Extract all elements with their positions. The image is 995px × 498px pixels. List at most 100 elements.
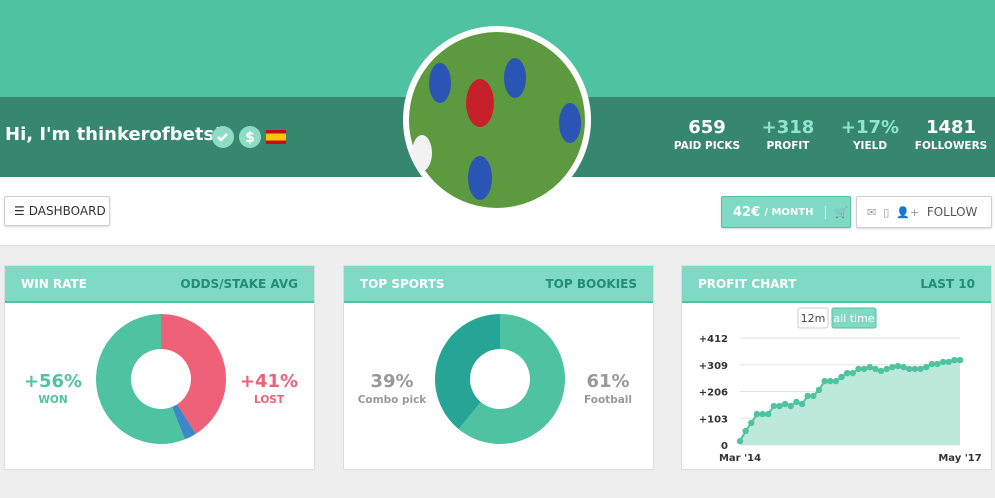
range-button-label: all time [833, 312, 874, 325]
point [821, 377, 828, 385]
point [849, 369, 857, 377]
point [911, 365, 919, 373]
point [917, 365, 924, 373]
card-title: WIN RATE [21, 276, 87, 291]
point [770, 402, 778, 410]
point [759, 410, 766, 418]
donut-segment [161, 314, 226, 434]
svg-text:$: $ [245, 130, 255, 146]
stat-label: FOLLOWERS [914, 140, 988, 152]
point [810, 392, 817, 400]
point [843, 369, 851, 377]
card-title: TOP SPORTS [360, 276, 445, 291]
stat: +318 PROFIT [743, 118, 833, 154]
range-button-label: 12m [801, 312, 826, 325]
point [832, 377, 840, 385]
donut-name-label: WON [38, 394, 67, 406]
point [934, 360, 941, 368]
card-link[interactable]: LAST 10 [920, 276, 975, 291]
point [906, 365, 913, 373]
point [860, 365, 868, 373]
card: WIN RATE ODDS/STAKE AVG +41% LOST +56% WON [4, 265, 315, 470]
donut-value-label: +41% [240, 371, 298, 392]
point [900, 363, 907, 371]
stat-value: +318 [761, 117, 815, 138]
point [765, 410, 772, 418]
point [939, 358, 947, 366]
avatar [403, 26, 591, 214]
point [872, 365, 879, 373]
point [894, 362, 902, 370]
point [838, 373, 845, 381]
point [793, 398, 800, 406]
card-link[interactable]: TOP BOOKIES [545, 276, 637, 291]
point [815, 386, 823, 394]
y-tick-label: +412 [699, 334, 728, 345]
donut-name-label: Combo pick [358, 394, 428, 406]
stat: 659 PAID PICKS [662, 118, 752, 154]
period: / MONTH [764, 206, 814, 218]
point [798, 400, 806, 408]
card-chart: +41% LOST +56% WON [24, 314, 298, 444]
point [781, 400, 789, 408]
point [776, 402, 783, 410]
y-tick-label: +309 [699, 361, 728, 372]
stat-value: +17% [840, 117, 900, 138]
x-tick-label: May '17 [938, 453, 981, 464]
stat: +17% YIELD [825, 118, 915, 154]
point [804, 392, 811, 400]
point [889, 363, 896, 371]
point [877, 367, 885, 375]
donut-segment [95, 314, 185, 444]
donut-segment [172, 404, 196, 440]
dashboard-button[interactable]: ☰ DASHBOARD [4, 196, 110, 226]
y-tick-label: 0 [721, 441, 728, 452]
point [922, 363, 930, 371]
stat: 1481 FOLLOWERS [906, 118, 995, 154]
card-chart: 12m all time 0 +103 +206 +309 +412 Mar '14 May '… [699, 307, 982, 464]
card: PROFIT CHART LAST 10 12m all time 0 +103 +206 +… [681, 265, 992, 470]
donut-name-label: Football [584, 394, 632, 406]
point [787, 402, 794, 410]
point [742, 427, 749, 435]
point [866, 363, 873, 371]
stat-label: PROFIT [766, 140, 810, 152]
donut-value-label: 39% [370, 371, 413, 392]
donut-value-label: +56% [24, 371, 82, 392]
card: TOP SPORTS TOP BOOKIES 61% Football 39% Combo… [343, 265, 654, 470]
range-button[interactable] [831, 307, 877, 329]
point [928, 360, 935, 368]
area [740, 360, 960, 445]
card-title: PROFIT CHART [698, 276, 797, 291]
stat-label: PAID PICKS [673, 140, 741, 152]
x-tick-label: Mar '14 [719, 453, 761, 464]
point [883, 365, 890, 373]
card-link[interactable]: ODDS/STAKE AVG [180, 276, 298, 291]
donut-segment [458, 314, 565, 444]
stat-value: 659 [688, 117, 726, 138]
point [951, 356, 958, 364]
point [748, 419, 755, 427]
point [945, 358, 952, 366]
point [736, 437, 744, 445]
y-tick-label: +103 [699, 414, 728, 425]
point [827, 377, 834, 385]
stat-value: 1481 [925, 117, 977, 138]
point [855, 365, 862, 373]
card-chart: 61% Football 39% Combo pick [358, 314, 632, 444]
badges: $ [212, 126, 286, 148]
stat-label: YIELD [852, 140, 888, 152]
greeting: Hi, I'm thinkerofbets! [5, 124, 223, 145]
button-label: DASHBOARD [28, 204, 106, 218]
donut-segment [435, 314, 500, 430]
range-button[interactable] [797, 307, 829, 329]
price: 42€ [733, 204, 761, 220]
donut-value-label: 61% [586, 371, 629, 392]
subscribe-button[interactable]: 42€ / MONTH 🛒 [721, 196, 851, 228]
follow-button[interactable]: ✉ ▯ 👤+ FOLLOW [856, 196, 992, 228]
button-label: FOLLOW [926, 205, 978, 219]
point [956, 356, 964, 364]
point [753, 410, 761, 418]
donut-name-label: LOST [254, 394, 285, 406]
